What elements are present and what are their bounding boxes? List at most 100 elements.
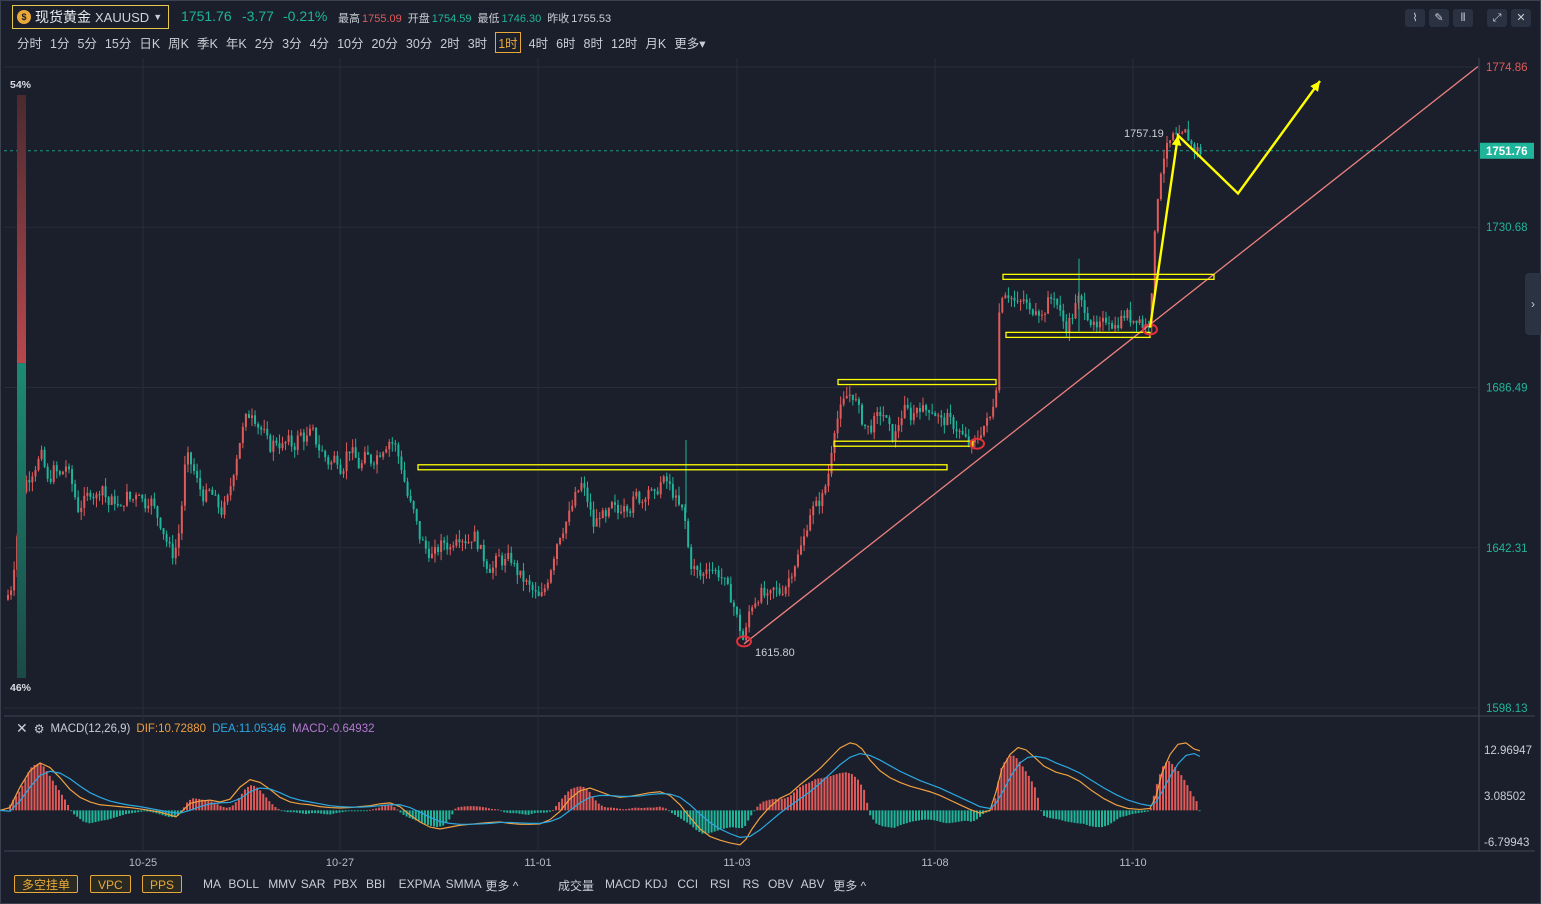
macd-hist-bar	[1122, 810, 1125, 817]
candle-body	[592, 509, 595, 527]
period-tab[interactable]: 30分	[405, 37, 433, 51]
vpc-button[interactable]: VPC	[90, 875, 131, 893]
candle-body	[269, 435, 272, 452]
indicator-tab[interactable]: SAR	[300, 877, 326, 891]
indicator-tab[interactable]: MACD	[605, 877, 641, 891]
candle-body	[549, 570, 552, 583]
macd-hist-bar	[295, 810, 298, 813]
candle-body	[455, 539, 458, 546]
macd-hist-bar	[234, 802, 237, 811]
period-tab[interactable]: 更多▾	[674, 37, 706, 51]
macd-hist-bar	[1021, 766, 1024, 811]
macd-hist-bar	[454, 808, 457, 811]
period-tab[interactable]: 10分	[337, 37, 364, 51]
candle-body	[165, 534, 168, 542]
indicator-tab[interactable]: 更多 ^	[833, 879, 867, 893]
period-tab[interactable]: 年K	[225, 37, 247, 51]
period-tab[interactable]: 20分	[371, 37, 398, 51]
macd-hist-bar	[1149, 808, 1152, 811]
indicator-tab[interactable]: RS	[742, 877, 760, 891]
period-tab[interactable]: 3分	[282, 37, 302, 51]
macd-hist-bar	[533, 810, 536, 814]
indicator-tab[interactable]: 成交量	[558, 879, 595, 893]
candle-body	[857, 399, 860, 405]
macd-hist-bar	[1085, 810, 1088, 825]
candle-body	[196, 471, 199, 478]
chevron-right-icon[interactable]: ›	[1525, 273, 1541, 335]
indicator-tab[interactable]: SMMA	[445, 877, 482, 891]
macd-hist-bar	[274, 807, 277, 811]
period-tab[interactable]: 8时	[583, 37, 603, 51]
symbol-selector[interactable]: $ 现货黄金 XAUUSD ▼	[12, 5, 170, 29]
period-tab[interactable]: 3时	[467, 37, 488, 51]
indicator-tab[interactable]: EXPMA	[398, 877, 441, 891]
macd-hist-bar	[359, 810, 362, 812]
indicator-tab[interactable]: RSI	[710, 877, 731, 891]
indicator-tab[interactable]: ABV	[800, 877, 825, 891]
candle-body	[68, 466, 70, 470]
period-tab[interactable]: 2分	[254, 37, 275, 51]
period-tab[interactable]: 季K	[197, 37, 218, 51]
period-tab[interactable]: 4分	[309, 37, 330, 51]
line-chart-icon[interactable]: ⌇	[1405, 9, 1425, 27]
period-tab[interactable]: 分时	[17, 37, 43, 51]
macd-hist-bar	[466, 806, 469, 811]
macd-hist-bar	[814, 779, 817, 811]
candle-body	[531, 584, 534, 591]
close-icon[interactable]: ✕	[16, 720, 28, 736]
macd-hist-bar	[902, 810, 905, 825]
macd-hist-bar	[1070, 810, 1073, 823]
candle-body	[443, 540, 446, 543]
macd-hist-bar	[552, 809, 554, 811]
period-tab[interactable]: 12时	[611, 37, 638, 51]
macd-hist-bar	[960, 810, 963, 822]
macd-hist-bar	[613, 807, 615, 811]
indicator-tab[interactable]: KDJ	[644, 877, 668, 891]
macd-hist-bar	[774, 798, 777, 811]
period-tab[interactable]: 15分	[104, 37, 132, 51]
macd-hist-bar	[731, 810, 734, 828]
macd-hist-bar	[311, 810, 314, 814]
macd-hist-bar	[356, 810, 359, 812]
candle-body	[385, 449, 388, 453]
close-icon[interactable]: ✕	[1511, 9, 1531, 27]
indicator-tab[interactable]: PBX	[333, 877, 358, 891]
indicator-tab[interactable]: MA	[203, 877, 221, 891]
candle-body	[1092, 321, 1095, 325]
period-tab[interactable]: 日K	[139, 37, 161, 51]
candle-body	[617, 504, 619, 513]
candle-body	[626, 506, 629, 512]
candle-body	[739, 614, 741, 632]
macd-hist-bar	[414, 810, 417, 821]
pencil-icon[interactable]: ✎	[1429, 9, 1449, 27]
indicator-tab[interactable]: BOLL	[228, 877, 260, 891]
macd-hist-bar	[1146, 810, 1149, 812]
period-tab[interactable]: 月K	[645, 37, 667, 51]
indicator-tab[interactable]: CCI	[677, 877, 699, 891]
stat-label: 最高	[338, 13, 360, 25]
pps-button[interactable]: PPS	[142, 875, 183, 893]
period-tab[interactable]: 1时	[495, 32, 521, 53]
period-tab[interactable]: 1分	[50, 37, 70, 51]
macd-hist-bar	[82, 810, 85, 822]
macd-hist-bar	[768, 799, 771, 811]
gear-icon[interactable]: ⚙	[33, 721, 45, 736]
fullscreen-icon[interactable]: ⤢	[1487, 9, 1507, 27]
period-tab[interactable]: 周K	[168, 37, 190, 51]
long-short-orders-button[interactable]: 多空挂单	[14, 875, 79, 893]
period-tab[interactable]: 4时	[528, 37, 549, 51]
candle-body	[763, 587, 766, 596]
period-tab[interactable]: 5分	[77, 37, 97, 51]
indicator-tab[interactable]: 更多 ^	[485, 879, 519, 893]
indicator-tab[interactable]: MMV	[268, 877, 297, 891]
candle-body	[13, 569, 16, 591]
indicator-tab[interactable]: OBV	[768, 877, 794, 891]
candle-body	[684, 507, 687, 521]
period-tab[interactable]: 6时	[556, 37, 576, 51]
candle-body	[748, 611, 751, 628]
period-tab[interactable]: 2时	[440, 37, 460, 51]
macd-hist-bar	[747, 810, 750, 821]
candle-settings-icon[interactable]: ⫴	[1453, 9, 1473, 27]
candle-body	[690, 546, 693, 570]
indicator-tab[interactable]: BBI	[366, 877, 386, 891]
